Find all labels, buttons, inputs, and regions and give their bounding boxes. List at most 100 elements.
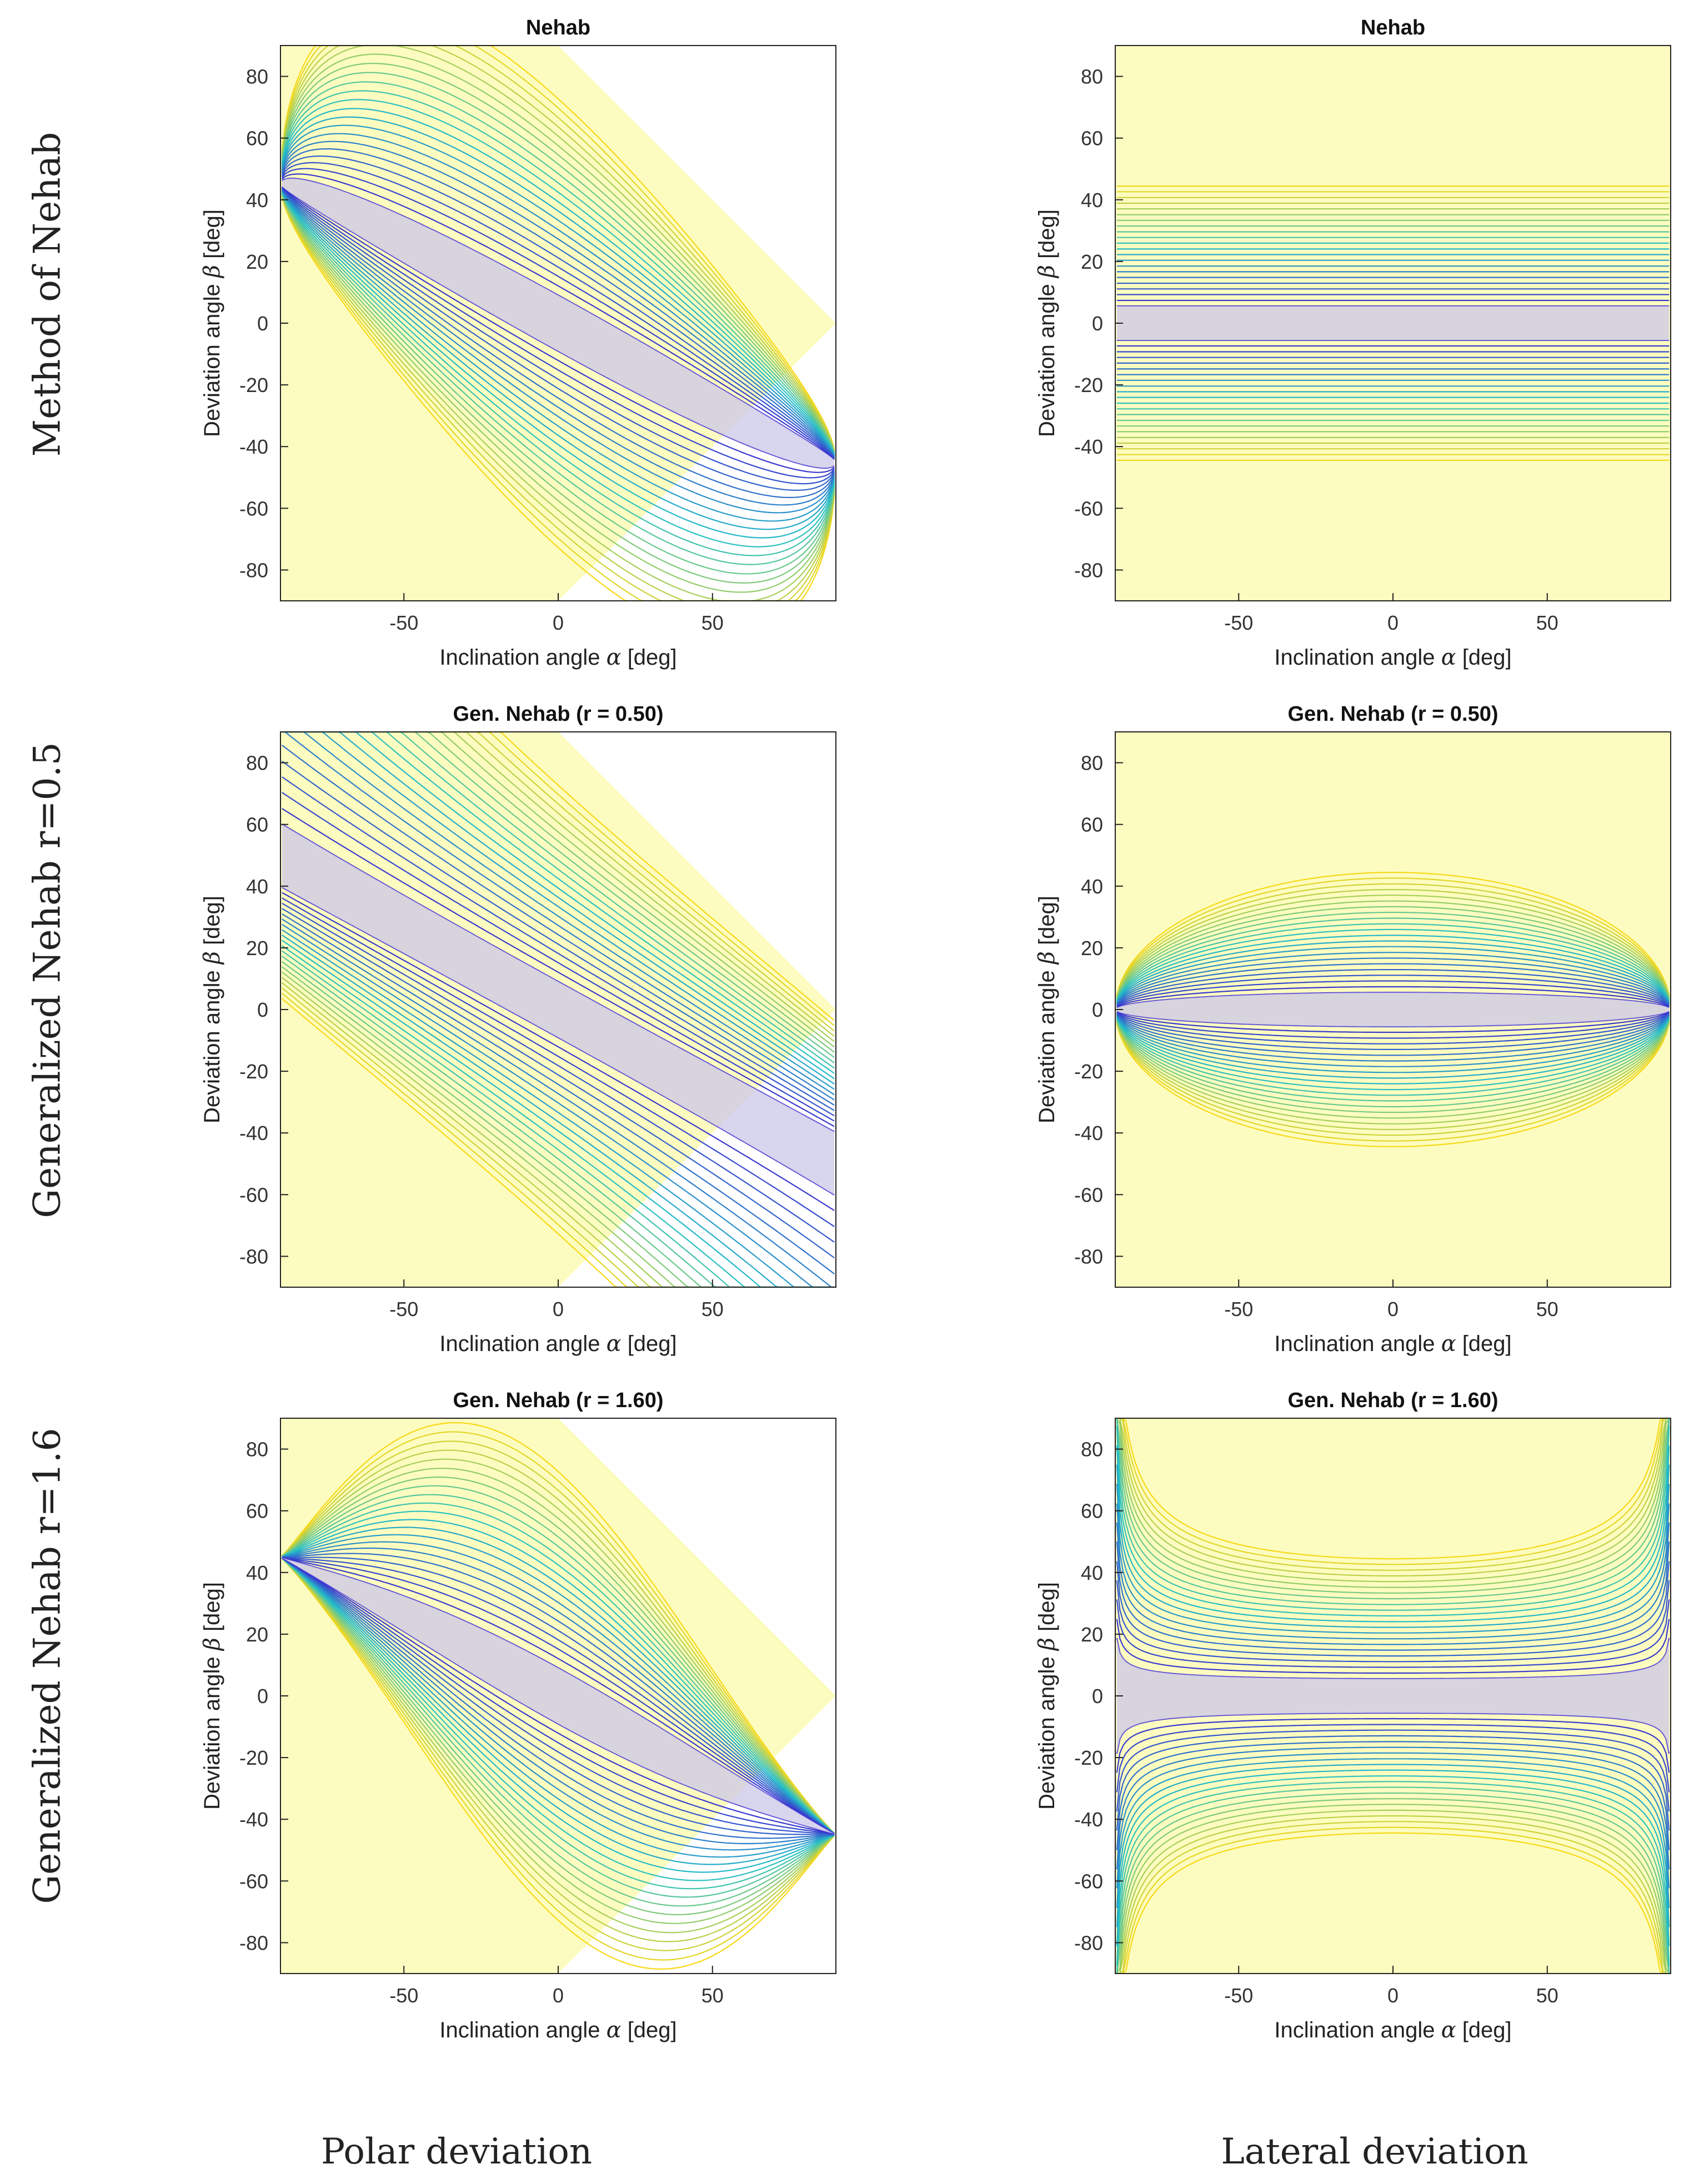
contour-line-lower-12 xyxy=(1116,1018,1670,1096)
contour-line-upper-7 xyxy=(1116,1503,1670,1640)
contour-line-lower-12 xyxy=(281,192,835,556)
contour-line-upper-10 xyxy=(282,732,835,1080)
x-axis-label: Inclination angle α [deg] xyxy=(439,645,676,670)
contour-line-upper-12 xyxy=(282,1502,835,1834)
x-axis-label: Inclination angle α [deg] xyxy=(1274,1331,1511,1357)
contour-line-lower-8 xyxy=(282,929,835,1287)
contour-line-lower-21 xyxy=(282,1558,835,1970)
y-axis-label: Deviation angle β [deg] xyxy=(1034,1582,1060,1810)
contour-line-lower-7 xyxy=(281,189,835,514)
contour-line-lower-14 xyxy=(1116,1019,1670,1108)
contour-line-lower-4 xyxy=(1116,1735,1670,1831)
y-tick-label: 80 xyxy=(246,752,268,775)
contour-line-upper-9 xyxy=(282,732,835,1085)
contour-line-upper-18 xyxy=(1116,1418,1670,1577)
contour-line-lower-13 xyxy=(1116,1018,1670,1102)
feasible-region xyxy=(282,178,835,468)
contour-line-upper-4 xyxy=(282,1557,835,1835)
contour-line-upper-7 xyxy=(281,133,835,457)
y-tick-label: 20 xyxy=(246,250,268,273)
contour-line-lower-15 xyxy=(282,966,835,1287)
contour-line-upper-21 xyxy=(282,1422,835,1834)
contour-line-upper-1 xyxy=(1116,1619,1670,1674)
panel-polar-r160: -50 0 50 80 60 40 20 0 -20 -40 -60 -80 Gen. Nehab (r… xyxy=(199,1389,836,2043)
contour-line-lower-10 xyxy=(1116,1769,1670,1946)
contour-line-upper-5 xyxy=(281,148,835,458)
contour-line-lower-3 xyxy=(282,1557,835,1835)
contour-line-lower-5 xyxy=(1116,1741,1670,1850)
contour-line-lower-10 xyxy=(281,191,835,539)
contour-line-lower-19 xyxy=(281,195,835,601)
panel-lateral-nehab: -50 0 50 80 60 40 20 0 -20 -40 -60 -80 Nehab Inclinat… xyxy=(1034,16,1671,670)
contour-line-lower-12 xyxy=(282,1558,835,1890)
contour-line-lower-19 xyxy=(1116,1821,1670,1974)
contour-line-lower-20 xyxy=(282,993,835,1287)
y-axis-label: Deviation angle β [deg] xyxy=(199,896,225,1123)
contour-line-lower-11 xyxy=(282,1558,835,1881)
x-tick-label: 0 xyxy=(1387,1984,1399,2007)
contour-line-lower-13 xyxy=(282,956,835,1287)
contour-line-lower-7 xyxy=(1116,1752,1670,1889)
contour-line-upper-5 xyxy=(1116,1542,1670,1651)
contour-line-lower-7 xyxy=(282,923,835,1287)
feasible-region xyxy=(282,1557,835,1835)
contour-line-upper-8 xyxy=(282,732,835,1090)
contour-line-lower-14 xyxy=(1116,1792,1670,1974)
y-tick-label: -60 xyxy=(1074,497,1103,520)
contour-line-lower-6 xyxy=(1116,1746,1670,1870)
contour-line-upper-9 xyxy=(1116,1464,1670,1628)
contour-line-lower-17 xyxy=(282,1558,835,1934)
x-tick-label: -50 xyxy=(389,1984,418,2007)
contour-line-upper-19 xyxy=(1116,883,1670,997)
contour-line-lower-1 xyxy=(282,187,835,473)
y-axis-label: Deviation angle β [deg] xyxy=(199,209,225,437)
contour-line-upper-12 xyxy=(1116,923,1670,1001)
contour-line-lower-17 xyxy=(1116,1021,1670,1124)
contour-line-lower-20 xyxy=(282,1558,835,1961)
y-tick-label: -40 xyxy=(239,435,268,458)
contour-line-lower-4 xyxy=(282,908,835,1258)
x-axis-label: Inclination angle α [deg] xyxy=(1274,2017,1511,2043)
x-tick-label: -50 xyxy=(389,1298,418,1321)
contour-line-upper-6 xyxy=(1116,957,1670,1005)
contour-line-upper-21 xyxy=(281,46,835,450)
contour-line-upper-9 xyxy=(282,1527,835,1834)
contour-line-upper-11 xyxy=(282,1510,835,1834)
x-tick-label: 50 xyxy=(701,611,724,634)
contour-line-upper-2 xyxy=(1116,980,1670,1007)
y-tick-label: 0 xyxy=(1092,1685,1103,1708)
contour-line-lower-2 xyxy=(1116,1724,1670,1793)
contour-line-lower-14 xyxy=(281,193,835,575)
contour-line-upper-13 xyxy=(1116,917,1670,1001)
y-tick-label: -40 xyxy=(239,1122,268,1144)
contour-line-lower-13 xyxy=(1116,1786,1670,1974)
contour-line-upper-13 xyxy=(282,732,835,1063)
contour-line-upper-19 xyxy=(282,732,835,1032)
contour-line-upper-1 xyxy=(1116,986,1670,1008)
y-tick-label: 20 xyxy=(1081,937,1103,960)
contour-line-lower-20 xyxy=(1116,1826,1670,1974)
contour-line-lower-19 xyxy=(1116,1022,1670,1136)
contour-line-lower-5 xyxy=(1116,1013,1670,1056)
contour-line-upper-2 xyxy=(282,792,835,1122)
contour-line-lower-2 xyxy=(1116,1012,1670,1039)
contour-line-upper-16 xyxy=(282,1468,835,1834)
contour-line-upper-3 xyxy=(1116,1580,1670,1663)
contour-line-upper-5 xyxy=(282,1553,835,1835)
contour-line-upper-16 xyxy=(281,53,835,453)
contour-line-lower-19 xyxy=(282,1558,835,1951)
contour-line-lower-5 xyxy=(282,1557,835,1839)
contour-line-lower-21 xyxy=(1116,1832,1670,1974)
contour-line-lower-15 xyxy=(1116,1798,1670,1974)
y-tick-label: 40 xyxy=(1081,189,1103,212)
contour-line-lower-12 xyxy=(1116,1781,1670,1974)
contour-line-lower-17 xyxy=(1116,1809,1670,1974)
contour-line-lower-18 xyxy=(281,195,835,601)
contour-line-lower-4 xyxy=(282,1557,835,1835)
feasible-region xyxy=(1116,1638,1670,1754)
y-tick-label: 20 xyxy=(1081,1623,1103,1646)
contour-line-upper-18 xyxy=(281,46,835,451)
contour-line-lower-11 xyxy=(282,945,835,1287)
y-tick-label: -20 xyxy=(1074,1746,1103,1769)
